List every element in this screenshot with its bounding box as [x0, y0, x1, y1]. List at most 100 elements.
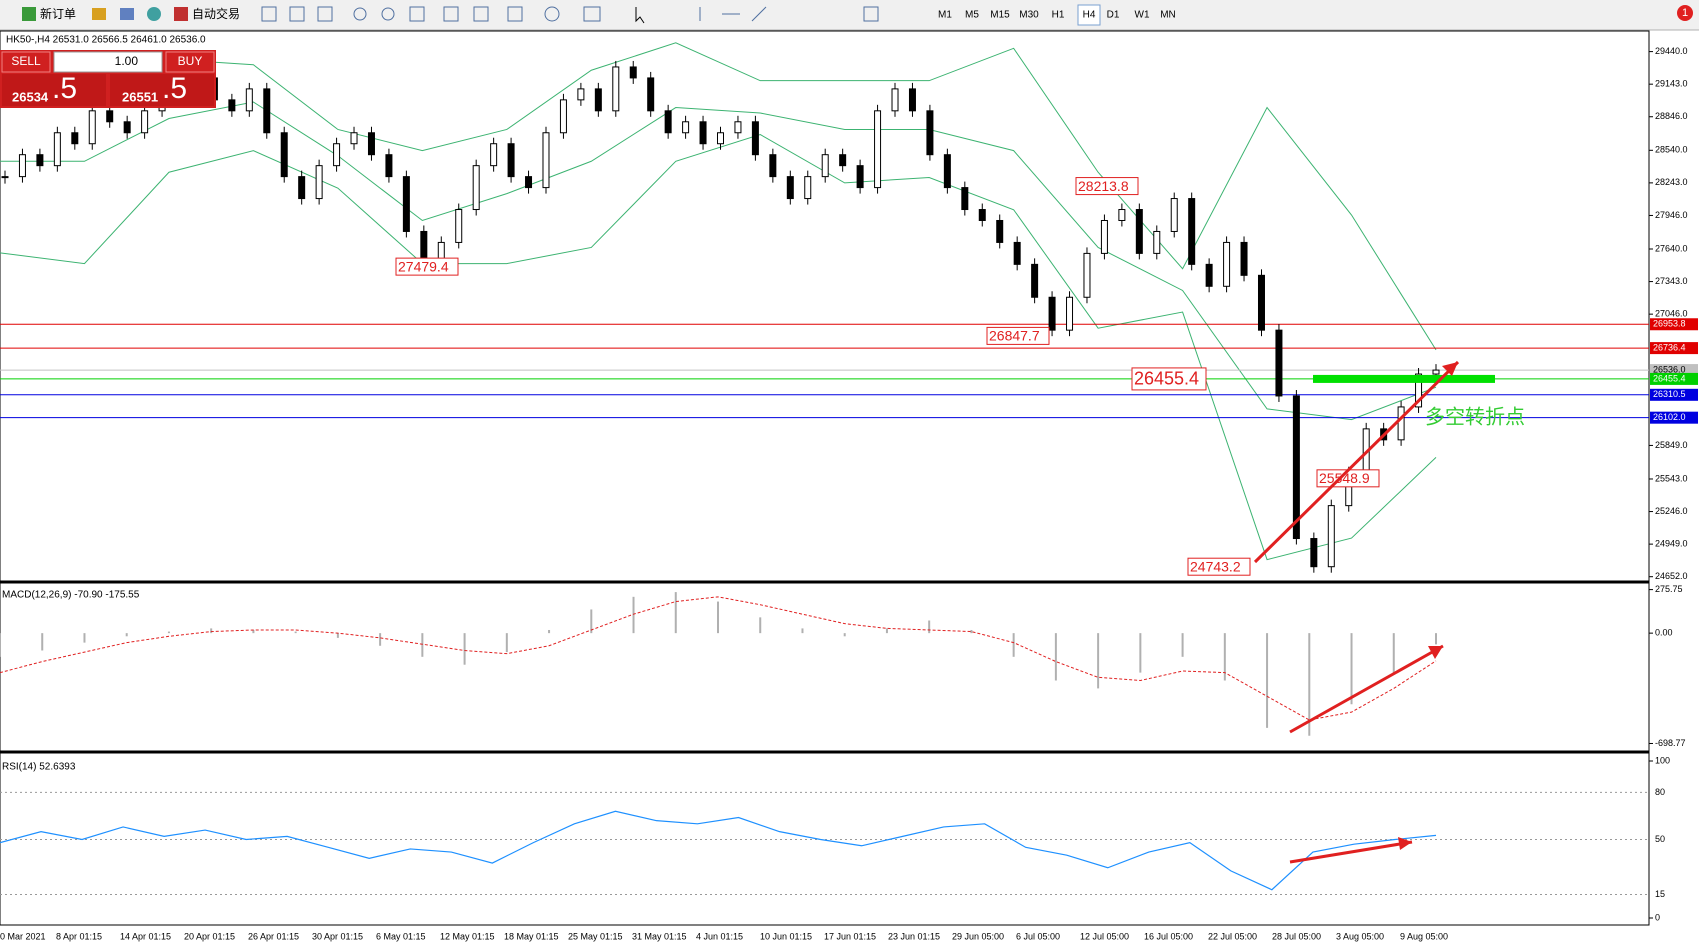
candle: [647, 77, 655, 112]
notification-count: 1: [1682, 7, 1688, 19]
price-tick-label: 27946.0: [1655, 210, 1688, 220]
price-annotation: 28213.8: [1078, 178, 1129, 194]
timeframe[interactable]: MN: [1160, 10, 1176, 21]
date-label: 25 May 01:15: [568, 931, 623, 941]
date-label: 22 Jul 05:00: [1208, 931, 1257, 941]
date-label: 12 Jul 05:00: [1080, 931, 1129, 941]
tool-icon[interactable]: [261, 6, 277, 22]
price-tick-label: 24652.0: [1655, 571, 1688, 581]
new-order-icon[interactable]: [22, 7, 36, 21]
candle: [856, 165, 864, 189]
toolbar: [0, 0, 1699, 30]
candle: [141, 110, 149, 134]
candle: [1153, 230, 1161, 254]
price-annotation-box: [1075, 177, 1139, 196]
lot-value[interactable]: 1.00: [115, 54, 139, 68]
price-annotation: 26455.4: [1134, 369, 1199, 389]
candle: [612, 66, 620, 112]
tool-icon[interactable]: [289, 6, 305, 22]
candle: [1223, 241, 1231, 287]
macd-tick-label: 0.00: [1655, 628, 1673, 638]
lot-input[interactable]: [53, 51, 163, 73]
tool-icon[interactable]: [317, 6, 333, 22]
price-tick-label: 29440.0: [1655, 46, 1688, 56]
turning-point-note: 多空转折点: [1425, 405, 1525, 428]
rsi-label: RSI(14) 52.6393: [2, 762, 76, 773]
candle: [1135, 209, 1143, 254]
candle: [1118, 209, 1126, 221]
candle: [263, 88, 271, 134]
tool-icon[interactable]: [544, 6, 560, 22]
date-label: 20 Apr 01:15: [184, 931, 235, 941]
candle: [1327, 505, 1335, 568]
candle: [786, 176, 794, 200]
new-order[interactable]: 新订单: [40, 6, 76, 21]
tool-icon[interactable]: [409, 6, 425, 22]
timeframe[interactable]: M5: [965, 10, 979, 21]
tool-icon[interactable]: [381, 7, 395, 21]
tool-icon[interactable]: [353, 7, 367, 21]
auto-trading[interactable]: 自动交易: [192, 6, 240, 21]
sell-button[interactable]: [1, 51, 51, 73]
ask-box[interactable]: [110, 74, 214, 106]
price-annotation: 27479.4: [398, 258, 449, 274]
price-tick-label: 28846.0: [1655, 111, 1688, 121]
trade-panel: SELL 1.00 BUY 26534 .5 26551 .5: [0, 50, 216, 108]
candle: [280, 132, 288, 178]
price-level-tag: [1650, 342, 1698, 355]
timeframe[interactable]: M1: [938, 10, 952, 21]
date-label: 18 May 01:15: [504, 931, 559, 941]
tool-icon[interactable]: [120, 8, 134, 20]
tool-icon[interactable]: [583, 6, 601, 22]
timeframe[interactable]: H1: [1052, 10, 1065, 21]
price-annotation: 24743.2: [1190, 558, 1241, 574]
candle: [53, 132, 61, 167]
price-tick-label: 28243.0: [1655, 177, 1688, 187]
tool-icon[interactable]: [443, 6, 459, 22]
tool-icon[interactable]: [147, 7, 161, 21]
cursor-tool[interactable]: [635, 7, 645, 24]
candle: [1100, 219, 1108, 254]
buy-button[interactable]: [165, 51, 215, 73]
price-level-tag: [1650, 411, 1698, 424]
sell-label[interactable]: SELL: [11, 54, 41, 68]
tool-icon[interactable]: [473, 6, 489, 22]
candle: [1397, 406, 1405, 441]
candle: [908, 88, 916, 112]
timeframe[interactable]: D1: [1107, 10, 1120, 21]
ask-pip: .5: [162, 72, 187, 105]
date-label: 9 Aug 05:00: [1400, 931, 1448, 941]
timeframe[interactable]: H4: [1083, 10, 1096, 21]
candle: [717, 132, 724, 145]
tool-icon[interactable]: [751, 6, 767, 22]
candle: [298, 176, 306, 200]
candle: [402, 176, 410, 232]
date-label: 10 Jun 01:15: [760, 931, 812, 941]
rsi-line: [0, 810, 1437, 891]
timeframe[interactable]: M15: [990, 10, 1010, 21]
bid-box[interactable]: [2, 74, 106, 106]
candle: [245, 88, 253, 112]
candle: [1257, 274, 1265, 331]
tool-icon[interactable]: [863, 6, 879, 22]
candle: [490, 143, 498, 167]
macd-tick-label: -698.77: [1655, 738, 1686, 748]
date-label: 23 Jun 01:15: [888, 931, 940, 941]
timeframe[interactable]: W1: [1135, 10, 1150, 21]
tool-icon[interactable]: [507, 6, 523, 22]
tool-icon[interactable]: [92, 8, 106, 20]
candle: [36, 154, 44, 167]
candle: [88, 110, 96, 145]
buy-label[interactable]: BUY: [178, 54, 203, 68]
notification-badge[interactable]: [1677, 5, 1693, 21]
auto-trading-icon[interactable]: [174, 7, 188, 21]
candle: [978, 209, 986, 221]
trend-arrow: [1253, 360, 1460, 564]
arrow-head: [1398, 837, 1412, 850]
date-label: 6 May 01:15: [376, 931, 426, 941]
price-annotation-box: [395, 257, 459, 276]
active-timeframe-box: [1077, 4, 1101, 26]
timeframe[interactable]: M30: [1019, 10, 1039, 21]
price-level-label: 26310.5: [1653, 389, 1686, 399]
